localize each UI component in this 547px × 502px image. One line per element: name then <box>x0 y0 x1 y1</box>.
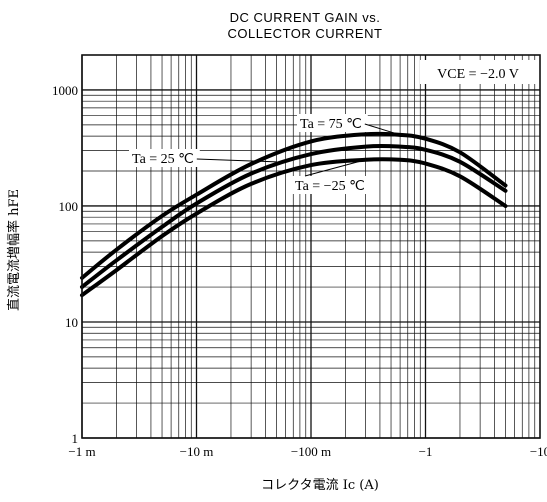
y-tick-label: 1000 <box>52 83 78 98</box>
y-tick-label: 100 <box>59 199 79 214</box>
annotation-bg <box>297 114 368 132</box>
y-tick-label: 10 <box>65 315 78 330</box>
curves <box>80 131 508 298</box>
x-tick-label: −1 m <box>68 444 95 459</box>
x-tick-label: −10 <box>530 444 547 459</box>
series-annotation: Ta = −25 ℃ <box>295 179 365 194</box>
series-line <box>80 157 508 298</box>
series-line <box>80 131 508 280</box>
annotation-bg <box>129 149 200 167</box>
series-annotation: Ta = 25 ℃ <box>132 152 194 167</box>
y-tick-labels: 1 10 100 1000 <box>52 83 78 446</box>
annotations: Ta = 75 ℃ Ta = 25 ℃ Ta = −25 ℃ <box>129 114 401 194</box>
y-tick-label: 1 <box>72 431 79 446</box>
plot-frame <box>81 54 541 439</box>
annotation-leader <box>304 159 366 177</box>
x-tick-labels: −1 m −10 m −100 m −1 −10 <box>68 444 547 459</box>
condition-box <box>420 60 538 84</box>
chart-subtitle: COLLECTOR CURRENT <box>228 26 383 41</box>
series-annotation: Ta = 75 ℃ <box>300 117 362 132</box>
annotation-bg <box>292 176 370 194</box>
condition-label: VCE = −2.0 V <box>437 67 519 82</box>
annotation-leader <box>364 123 401 136</box>
chart-title: DC CURRENT GAIN vs. <box>230 10 381 25</box>
annotation-leader <box>196 158 277 163</box>
x-tick-label: −100 m <box>291 444 331 459</box>
grid <box>81 54 540 439</box>
x-tick-label: −10 m <box>180 444 214 459</box>
x-axis-label: コレクタ電流 Ic (A) <box>261 478 379 493</box>
x-tick-label: −1 <box>419 444 433 459</box>
y-axis-label: 直流電流増幅率 hFE <box>6 189 22 311</box>
series-line <box>80 143 508 289</box>
